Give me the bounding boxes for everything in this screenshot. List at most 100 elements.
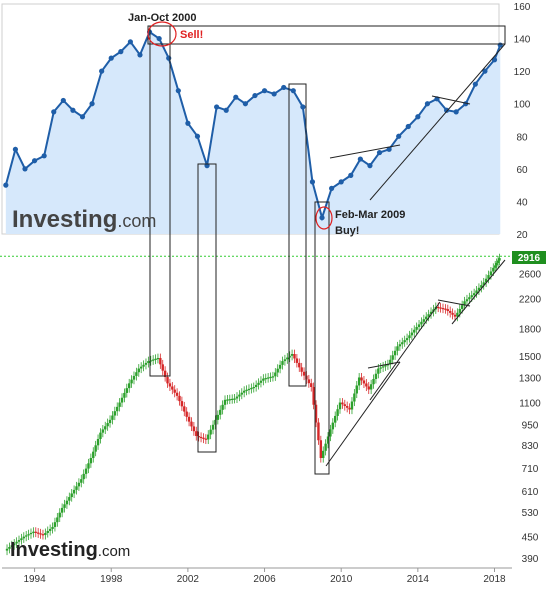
candle-body (240, 392, 243, 395)
candle-body (13, 543, 16, 546)
candle-body (60, 507, 64, 513)
candle-body (92, 451, 95, 459)
top-y-tick-label: 80 (516, 132, 528, 143)
candle-body (252, 386, 255, 389)
top-data-point (22, 166, 28, 172)
bottom-y-tick-label: 1100 (519, 399, 541, 410)
bottom-y-tick-label: 1800 (519, 325, 542, 336)
candle-body (77, 482, 81, 487)
candle-body (403, 340, 406, 343)
bottom-y-tick-label: 1300 (519, 373, 542, 384)
top-data-point (472, 81, 478, 87)
top-data-point (242, 101, 248, 107)
candle-body (17, 540, 21, 542)
candle-body (139, 366, 143, 369)
logo-main-top: Investing (12, 206, 117, 233)
candle-body (8, 547, 11, 549)
candle-body (94, 445, 97, 452)
bottom-panel: 390 450 530 610 710 830 950 1100 1300 1500 1800 220… (0, 251, 546, 585)
investing-logo-top: Investing.com (12, 206, 156, 233)
candle-body (281, 361, 284, 365)
top-data-point (424, 101, 431, 107)
top-data-point (118, 49, 124, 55)
top-data-point (405, 123, 411, 130)
candle-body (226, 399, 229, 401)
trend-line-top-rising (369, 43, 506, 201)
candle-body (456, 312, 459, 317)
candle-body (369, 384, 373, 390)
candle-body (293, 354, 296, 359)
candle-body (29, 532, 33, 535)
top-data-point (41, 153, 47, 159)
trend-line-bottom-rising-2 (451, 259, 506, 325)
candle-body (99, 432, 102, 439)
top-data-point (89, 101, 95, 107)
bottom-y-axis: 390 450 530 610 710 830 950 1100 1300 1500 1800 220… (519, 269, 542, 565)
candle-body (495, 262, 498, 266)
candle-body (357, 377, 361, 386)
candle-body (496, 260, 500, 263)
candle-body (245, 389, 248, 391)
candle-body (269, 376, 272, 379)
candle-body (127, 383, 131, 389)
candle-body (444, 308, 447, 310)
candle-body (413, 329, 416, 333)
candle-body (355, 385, 358, 394)
top-data-point (60, 97, 66, 104)
candle-body (199, 436, 203, 439)
candle-body (465, 299, 469, 302)
candle-body (219, 409, 222, 415)
top-y-tick-label: 40 (516, 197, 528, 208)
candle-body (310, 383, 313, 387)
top-data-point (453, 109, 459, 115)
candle-body (216, 414, 220, 420)
candle-body (197, 436, 200, 438)
bottom-y-tick-label: 830 (522, 441, 539, 452)
candle-body (429, 311, 433, 315)
candle-body (377, 368, 380, 374)
candle-body (422, 319, 426, 322)
candle-body (15, 541, 18, 544)
candle-body (68, 497, 71, 501)
candle-body (51, 526, 54, 529)
trough-label: Feb-Mar 2009 (335, 209, 405, 221)
x-axis: 1994 1998 2002 2006 2010 2014 2018 (23, 568, 506, 585)
candle-body (329, 429, 332, 437)
candle-body (314, 404, 318, 423)
candle-body (283, 359, 287, 362)
candle-body (209, 429, 212, 435)
x-tick-label: 2006 (253, 574, 276, 585)
top-y-tick-label: 140 (514, 35, 531, 46)
candle-body (345, 406, 349, 408)
buy-circle (315, 206, 333, 230)
candle-body (144, 362, 148, 365)
candle-body (338, 402, 342, 410)
candle-body (116, 406, 119, 412)
candle-body (22, 536, 25, 539)
bottom-y-tick-label: 2600 (519, 269, 542, 280)
top-y-tick-label: 100 (514, 100, 531, 111)
top-data-point (491, 57, 498, 63)
bottom-y-tick-label: 450 (522, 533, 539, 544)
candle-body (111, 415, 114, 420)
candle-body (101, 429, 105, 433)
candle-body (192, 426, 196, 432)
candle-body (27, 534, 30, 536)
candle-body (477, 287, 481, 291)
candle-body (149, 360, 152, 362)
trend-lines (325, 43, 506, 467)
candle-body (379, 367, 382, 369)
candle-body (468, 297, 471, 300)
candle-body (32, 531, 35, 533)
candle-body (118, 402, 121, 407)
bottom-y-tick-label: 390 (522, 554, 539, 565)
bottom-y-tick-label: 710 (522, 464, 539, 475)
top-y-axis: 20 40 60 80 100 120 140 160 (514, 2, 531, 241)
candle-body (247, 388, 251, 391)
candle-body (427, 314, 430, 317)
top-data-point (319, 215, 325, 221)
candle-body (480, 285, 483, 288)
top-data-point (223, 107, 229, 113)
candle-body (472, 293, 476, 296)
candle-body (372, 378, 375, 385)
